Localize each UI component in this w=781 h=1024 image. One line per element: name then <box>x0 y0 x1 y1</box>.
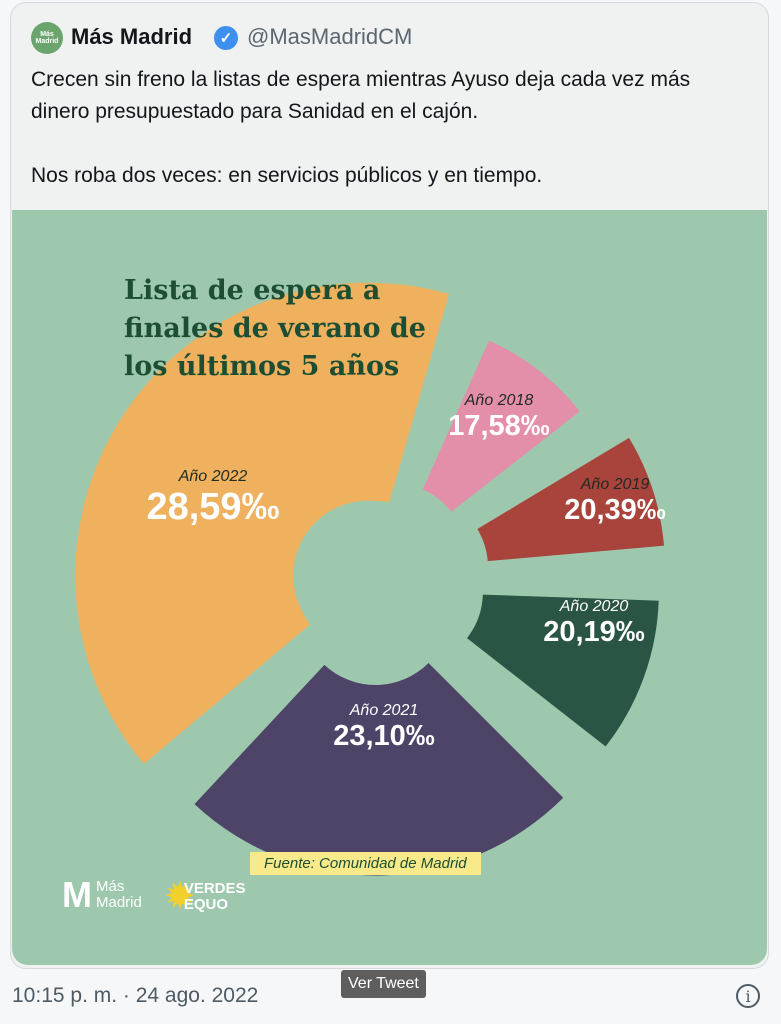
chart-slice-2018 <box>422 340 580 512</box>
avatar[interactable]: Más Madrid <box>31 22 63 54</box>
info-icon[interactable]: i <box>736 984 760 1008</box>
mas-madrid-logo: M Más Madrid <box>62 874 142 915</box>
donut-hole <box>296 501 454 659</box>
slice-label-2020: Año 2020 20,19‰ <box>543 598 645 648</box>
tweet-timestamp[interactable]: 10:15 p. m. · 24 ago. 2022 <box>12 984 259 1007</box>
author-handle[interactable]: @MasMadridCM <box>247 24 413 49</box>
donut-chart <box>75 282 665 876</box>
chart-slice-2022 <box>75 282 450 764</box>
slice-label-2022: Año 2022 28,59‰ <box>146 468 280 528</box>
tweet-image-chart[interactable]: Lista de espera a finales de verano de l… <box>12 210 767 965</box>
chart-slice-2020 <box>466 594 659 747</box>
sun-icon: ✹ <box>164 876 196 918</box>
chart-slice-2021 <box>194 663 564 876</box>
slice-label-2021: Año 2021 23,10‰ <box>333 702 435 752</box>
tweet-text-line: Crecen sin freno la listas de espera mie… <box>31 68 691 123</box>
chart-slice-2019 <box>477 437 665 562</box>
author-name[interactable]: Más Madrid <box>71 24 193 49</box>
slice-label-2018: Año 2018 17,58‰ <box>448 392 550 442</box>
verified-badge-icon: ✓ <box>214 26 238 50</box>
view-tweet-tooltip: Ver Tweet <box>341 970 426 998</box>
source-label: Fuente: Comunidad de Madrid <box>250 852 481 875</box>
slice-label-2019: Año 2019 20,39‰ <box>564 476 666 526</box>
tweet-text: Crecen sin freno la listas de espera mie… <box>31 64 751 192</box>
verdes-equo-logo: ✹ VERDES EQUO <box>164 876 246 918</box>
tweet-text-line: Nos roba dos veces: en servicios público… <box>31 164 543 187</box>
chart-title: Lista de espera a finales de verano de l… <box>124 275 426 382</box>
